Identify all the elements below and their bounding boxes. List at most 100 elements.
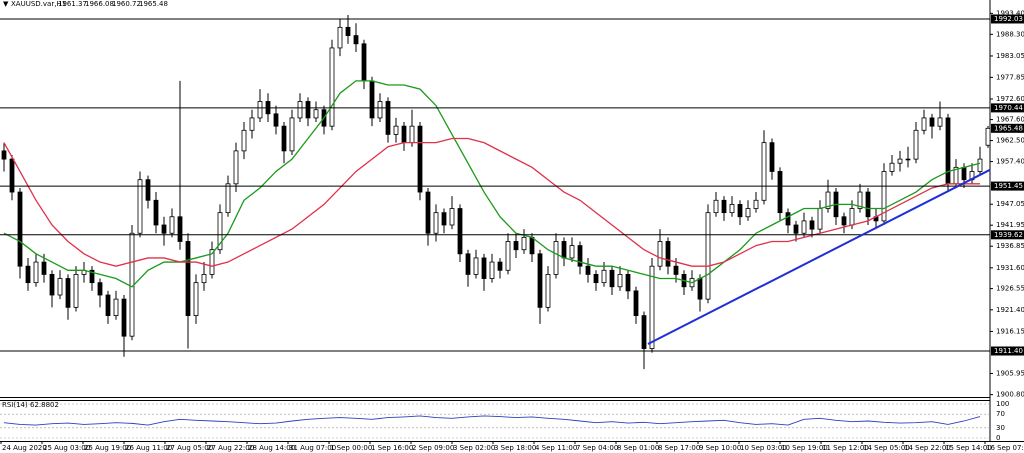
y-tick-label: 1983.05 bbox=[996, 52, 1024, 60]
candle-body bbox=[329, 47, 335, 127]
candle-body bbox=[617, 274, 623, 288]
x-tick-label: 8 Sep 01:00 bbox=[617, 444, 659, 452]
candle-body bbox=[305, 101, 311, 119]
candle-body bbox=[777, 171, 783, 214]
candle-body bbox=[57, 278, 63, 296]
x-tick-label: 16 Sep 07:00 bbox=[986, 444, 1024, 452]
candle-body bbox=[665, 241, 671, 267]
y-tick-label: 1962.50 bbox=[996, 137, 1024, 145]
candle-body bbox=[225, 183, 231, 214]
level-label-box bbox=[991, 103, 1024, 113]
candle-body bbox=[441, 212, 447, 226]
candle-body bbox=[369, 80, 375, 119]
candle-body bbox=[65, 278, 71, 308]
y-tick-label: 1988.30 bbox=[996, 30, 1024, 38]
x-tick-label: 27 Aug 05:00 bbox=[166, 444, 213, 452]
candle-body bbox=[41, 261, 47, 275]
candle-body bbox=[193, 282, 199, 316]
x-tick-label: 4 Sep 11:00 bbox=[535, 444, 577, 452]
candle-body bbox=[233, 150, 239, 185]
x-tick-label: 15 Sep 14:00 bbox=[945, 444, 992, 452]
menu-arrow[interactable]: ▼ bbox=[3, 0, 9, 8]
candle-body bbox=[289, 117, 295, 152]
candle-body bbox=[641, 315, 647, 349]
candle-body bbox=[801, 220, 807, 234]
candle-body bbox=[209, 249, 215, 275]
x-tick-label: 31 Aug 07:00 bbox=[289, 444, 336, 452]
candle-body bbox=[433, 212, 439, 234]
candle-body bbox=[249, 117, 255, 131]
candle-body bbox=[985, 127, 991, 146]
candle-body bbox=[625, 274, 631, 292]
symbol: XAUUSD.var,H1 bbox=[11, 0, 66, 8]
rsi-line bbox=[3, 415, 981, 426]
candle-body bbox=[153, 199, 159, 226]
candle-body bbox=[337, 26, 343, 49]
candle-body bbox=[857, 191, 863, 209]
candle-body bbox=[921, 117, 927, 131]
x-tick-label: 11 Sep 12:00 bbox=[822, 444, 869, 452]
candle-body bbox=[465, 253, 471, 275]
candle-body bbox=[281, 125, 287, 152]
level-label-box bbox=[991, 181, 1024, 191]
candle-body bbox=[657, 241, 663, 267]
x-tick-label: 3 Sep 18:00 bbox=[494, 444, 536, 452]
x-tick-label: 1 Sep 00:00 bbox=[330, 444, 372, 452]
candle-body bbox=[409, 125, 415, 144]
candle-body bbox=[449, 208, 455, 226]
candle-body bbox=[25, 265, 31, 284]
level-label: 1939.62 bbox=[994, 231, 1023, 239]
candle-body bbox=[217, 212, 223, 251]
candle-body bbox=[937, 117, 943, 127]
candle-body bbox=[17, 191, 23, 267]
candle-body bbox=[257, 101, 263, 119]
level-label: 1911.40 bbox=[994, 347, 1023, 355]
x-tick-label: 10 Sep 03:00 bbox=[740, 444, 787, 452]
candle-body bbox=[785, 212, 791, 226]
candle-body bbox=[481, 257, 487, 279]
candle-body bbox=[729, 204, 735, 214]
candle-body bbox=[1, 150, 7, 160]
candle-body bbox=[793, 224, 799, 234]
candle-body bbox=[753, 199, 759, 209]
candle-body bbox=[649, 265, 655, 349]
candle-body bbox=[945, 117, 951, 185]
candle-body bbox=[769, 142, 775, 172]
candle-body bbox=[561, 241, 567, 259]
y-tick-label: 1967.60 bbox=[996, 116, 1024, 124]
x-tick-label: 2 Sep 09:00 bbox=[412, 444, 454, 452]
ohlc-open: 1961.37 bbox=[58, 0, 87, 8]
candle-body bbox=[313, 109, 319, 119]
ohlc-low: 1960.72 bbox=[112, 0, 141, 8]
candle-body bbox=[817, 208, 823, 230]
level-label: 1951.45 bbox=[994, 182, 1023, 190]
y-tick-label: 1931.60 bbox=[996, 264, 1024, 272]
candle-body bbox=[97, 282, 103, 296]
x-tick-label: 8 Sep 17:00 bbox=[658, 444, 700, 452]
candle-body bbox=[297, 101, 303, 119]
trendline bbox=[647, 168, 991, 345]
candle-body bbox=[473, 257, 479, 275]
candle-body bbox=[393, 125, 399, 135]
x-tick-label: 14 Sep 05:00 bbox=[863, 444, 910, 452]
rsi-tick-label: 30 bbox=[996, 424, 1005, 432]
x-tick-label: 3 Sep 02:00 bbox=[453, 444, 495, 452]
ohlc-high: 1966.08 bbox=[85, 0, 114, 8]
candle-body bbox=[137, 179, 143, 234]
candle-body bbox=[585, 265, 591, 275]
candle-body bbox=[697, 278, 703, 300]
candle-body bbox=[417, 125, 423, 193]
rsi-tick-label: 100 bbox=[996, 400, 1009, 408]
x-tick-label: 27 Aug 22:00 bbox=[207, 444, 254, 452]
candle-body bbox=[553, 241, 559, 275]
candle-body bbox=[273, 113, 279, 127]
candle-body bbox=[505, 241, 511, 271]
y-tick-label: 1957.40 bbox=[996, 158, 1024, 166]
candle-body bbox=[849, 208, 855, 226]
y-tick-label: 1900.80 bbox=[996, 391, 1024, 399]
x-tick-label: 10 Sep 19:00 bbox=[781, 444, 828, 452]
candle-body bbox=[609, 269, 615, 288]
candle-body bbox=[161, 224, 167, 234]
y-tick-label: 1926.55 bbox=[996, 285, 1024, 293]
